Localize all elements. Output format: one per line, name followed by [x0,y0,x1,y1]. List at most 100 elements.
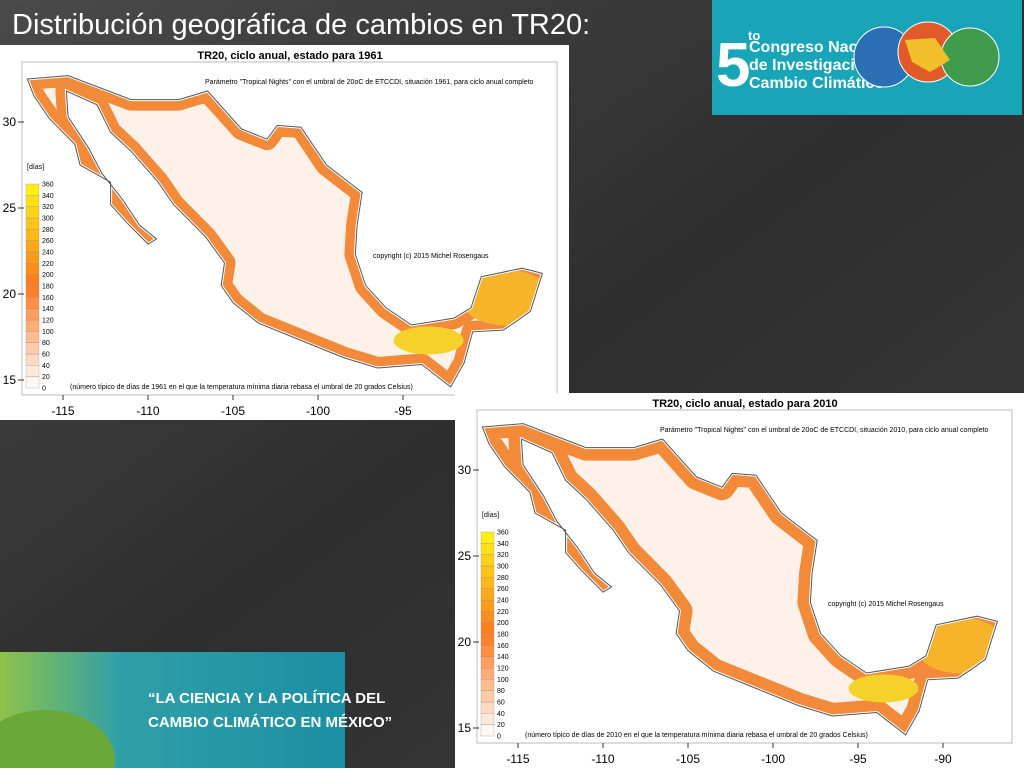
country-outline [481,423,999,736]
legend-swatch [480,531,495,544]
banner-line: “LA CIENCIA Y LA POLÍTICA DEL [148,690,385,707]
legend-swatch [25,353,40,366]
legend-unit: [días] [482,512,499,519]
map-title: TR20, ciclo anual, estado para 1961 [197,50,382,62]
isthmus-zone [848,674,919,703]
legend-swatch [480,656,495,669]
legend-label: 280 [42,227,54,234]
x-tick-label: -110 [136,404,159,418]
country [27,75,543,387]
legend-label: 20 [497,722,505,729]
legend-swatch [25,251,40,264]
logo-line: Cambio Climático [749,75,884,92]
legend-label: 180 [497,632,509,639]
x-tick-label: -115 [506,752,529,766]
legend-swatch [480,588,495,601]
x-tick-label: -110 [591,752,614,766]
x-tick-label: -100 [306,404,330,418]
legend-swatch [480,645,495,657]
map-footnote: (número típico de días de 2010 en el que… [525,732,868,739]
legend-label: 80 [497,688,505,695]
y-tick-label: 25 [458,549,472,563]
legend-label: 240 [42,250,54,257]
logo-number: 5 [716,31,750,100]
legend-label: 360 [497,530,509,537]
legend-swatch [25,331,40,343]
legend-swatch [480,633,495,646]
legend-swatch [25,308,40,321]
x-tick-label: -95 [394,404,412,418]
y-tick-label: 15 [3,373,17,387]
legend-label: 140 [42,306,54,313]
legend-label: 0 [42,386,46,393]
map-subtitle: Parámetro "Tropical Nights" con el umbra… [660,427,989,434]
legend-label: 60 [42,352,50,359]
legend-swatch [25,319,40,332]
legend-swatch [25,342,40,355]
legend-label: 60 [497,700,505,707]
legend-label: 40 [42,363,50,370]
legend-swatch [480,667,495,680]
legend-label: 160 [497,643,509,650]
y-tick-label: 25 [3,201,17,215]
x-tick-label: -105 [221,404,245,418]
legend-swatch [25,229,40,241]
x-tick-label: -100 [761,752,785,766]
map-footnote: (número típico de días de 1961 en el que… [70,384,413,391]
map-panel: TR20, ciclo anual, estado para 2010 Parám… [455,393,1024,768]
legend-swatch [25,183,40,196]
legend-label: 260 [42,238,54,245]
legend-label: 20 [42,374,50,381]
legend-swatch [25,365,40,377]
legend-swatch [25,376,40,389]
legend-swatch [480,611,495,623]
legend-label: 320 [42,204,54,211]
x-tick-label: -105 [676,752,700,766]
legend-label: 160 [42,295,54,302]
country-outline [26,75,544,388]
y-tick-label: 30 [458,463,472,477]
legend-swatch [480,622,495,635]
legend-swatch [25,297,40,309]
legend-label: 120 [497,666,509,673]
legend-swatch [25,195,40,207]
legend-label: 340 [497,541,509,548]
y-tick-label: 15 [458,721,472,735]
legend-label: 220 [497,609,509,616]
legend-label: 340 [42,193,54,200]
slide-title: Distribución geográfica de cambios en TR… [12,9,590,41]
map-copyright: copyright (c) 2015 Michel Rosengaus [373,253,489,260]
legend-label: 360 [42,182,54,189]
legend-swatch [480,554,495,567]
legend-unit: [días] [27,164,44,171]
banner-line: CAMBIO CLIMÁTICO EN MÉXICO” [148,714,392,731]
legend-swatch [25,285,40,298]
legend-label: 80 [42,340,50,347]
legend-swatch [480,701,495,714]
maps: TR20, ciclo anual, estado para 1961 Parám… [0,45,1024,768]
map-copyright: copyright (c) 2015 Michel Rosengaus [828,601,944,608]
legend-swatch [480,599,495,612]
legend-label: 300 [42,216,54,223]
legend-label: 100 [497,677,509,684]
legend-swatch [480,679,495,691]
yucatan-zone [460,269,543,326]
legend-swatch [25,274,40,287]
legend-label: 260 [497,586,509,593]
yucatan-zone [915,617,998,674]
map-panel: TR20, ciclo anual, estado para 1961 Parám… [0,45,569,420]
legend-label: 280 [497,575,509,582]
legend-swatch [480,565,495,578]
y-tick-label: 30 [3,115,17,129]
x-tick-label: -95 [849,752,867,766]
legend-label: 140 [497,654,509,661]
map-title: TR20, ciclo anual, estado para 2010 [652,398,837,410]
banner: “LA CIENCIA Y LA POLÍTICA DEL CAMBIO CLI… [0,652,392,773]
logo-suffix: to [748,28,760,43]
y-tick-label: 20 [458,635,472,649]
legend-swatch [480,713,495,725]
legend-label: 200 [497,620,509,627]
x-tick-label: -90 [934,752,952,766]
